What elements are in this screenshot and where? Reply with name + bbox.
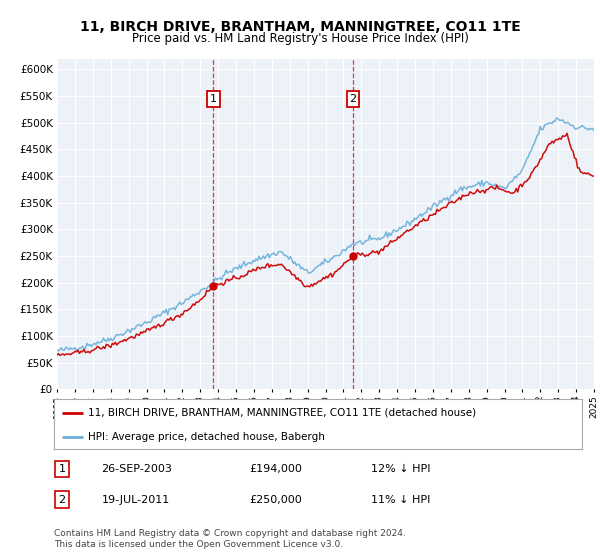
Text: £250,000: £250,000: [250, 495, 302, 505]
Text: 1: 1: [58, 464, 65, 474]
Text: 19-JUL-2011: 19-JUL-2011: [101, 495, 170, 505]
Text: £194,000: £194,000: [250, 464, 302, 474]
Text: 11% ↓ HPI: 11% ↓ HPI: [371, 495, 430, 505]
Text: HPI: Average price, detached house, Babergh: HPI: Average price, detached house, Babe…: [88, 432, 325, 441]
Text: 26-SEP-2003: 26-SEP-2003: [101, 464, 172, 474]
Text: 1: 1: [210, 94, 217, 104]
Text: 2: 2: [58, 495, 65, 505]
Text: 2: 2: [350, 94, 356, 104]
Text: 11, BIRCH DRIVE, BRANTHAM, MANNINGTREE, CO11 1TE: 11, BIRCH DRIVE, BRANTHAM, MANNINGTREE, …: [80, 20, 520, 34]
Text: 12% ↓ HPI: 12% ↓ HPI: [371, 464, 430, 474]
Text: Price paid vs. HM Land Registry's House Price Index (HPI): Price paid vs. HM Land Registry's House …: [131, 32, 469, 45]
Text: 11, BIRCH DRIVE, BRANTHAM, MANNINGTREE, CO11 1TE (detached house): 11, BIRCH DRIVE, BRANTHAM, MANNINGTREE, …: [88, 408, 476, 418]
Text: Contains HM Land Registry data © Crown copyright and database right 2024.
This d: Contains HM Land Registry data © Crown c…: [54, 529, 406, 549]
